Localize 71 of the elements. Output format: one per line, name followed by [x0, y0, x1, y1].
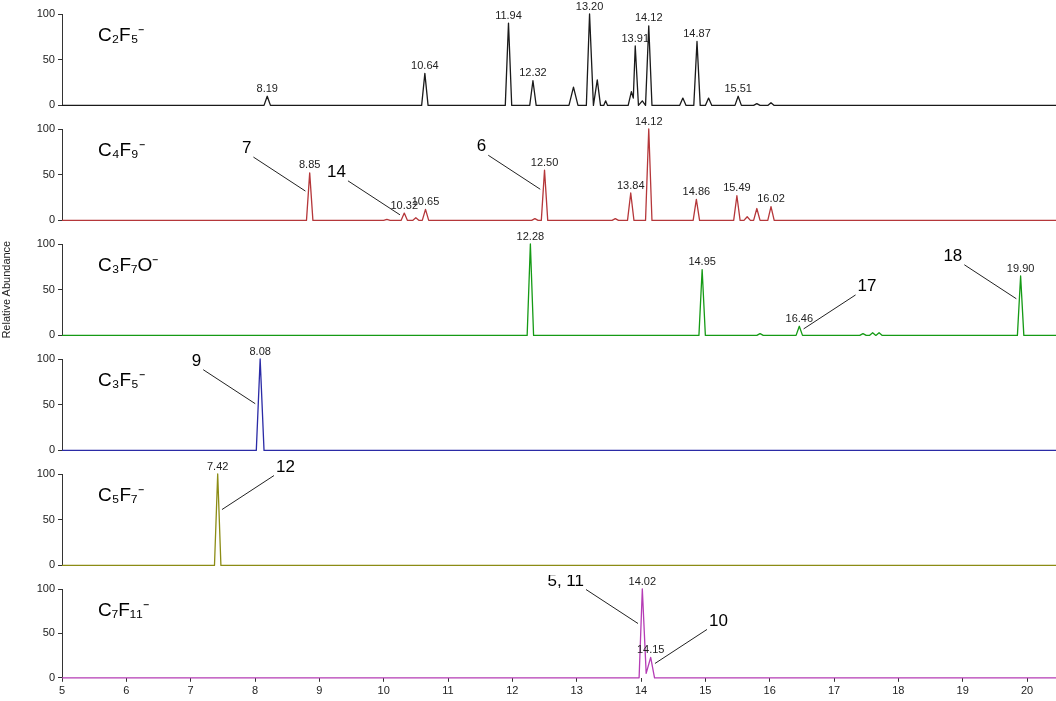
y-tick-label: 100	[36, 582, 55, 595]
annotation: 15.49	[723, 181, 751, 194]
y-tick-label: 50	[42, 167, 55, 180]
y-tick-label: 50	[42, 626, 55, 639]
annotation: 15.51	[724, 81, 752, 94]
annotation: 14.12	[634, 11, 663, 24]
y-axis-title: Relative Abundance	[0, 240, 12, 339]
annotation: 12.50	[530, 155, 559, 168]
annotation: 17	[857, 276, 877, 296]
annotation: 13.84	[616, 178, 645, 191]
annotation: 10.64	[411, 58, 439, 71]
annotation: 8.19	[256, 81, 278, 94]
y-tick-label: 50	[42, 52, 55, 65]
annotation: 12.32	[519, 66, 547, 79]
y-tick-label: 100	[36, 467, 55, 480]
text: C₃F₇O⁻	[98, 254, 159, 276]
y-tick-label: 100	[36, 352, 55, 365]
annotation: 8.85	[298, 158, 321, 171]
x-tick-label: 15	[699, 684, 712, 697]
annotation: 16.02	[757, 192, 785, 205]
y-tick-label: 0	[48, 328, 55, 341]
x-tick-label: 19	[956, 684, 969, 697]
x-tick-label: 10	[377, 684, 390, 697]
text: C₃F₅⁻	[98, 369, 145, 391]
y-tick-label: 50	[42, 397, 55, 410]
text: C₇F₁₁⁻	[98, 599, 149, 621]
x-tick-label: 5	[58, 684, 66, 697]
y-tick-label: 0	[48, 213, 55, 226]
y-tick-label: 100	[36, 237, 55, 250]
text: C₂F₅⁻	[98, 24, 145, 46]
x-tick-label: 17	[827, 684, 841, 697]
y-tick-label: 50	[42, 282, 55, 295]
annotation: 14.12	[634, 114, 663, 127]
annotation: 19.90	[1006, 261, 1035, 274]
annotation: 12	[275, 456, 295, 476]
annotation: 7	[241, 138, 252, 158]
x-tick-label: 18	[892, 684, 905, 697]
annotation: 7.42	[206, 459, 229, 472]
annotation: 16.46	[785, 311, 814, 324]
x-tick-label: 12	[506, 684, 519, 697]
x-tick-label: 8	[251, 684, 259, 697]
annotation: 9	[191, 350, 202, 370]
annotation: 18	[943, 245, 963, 265]
x-tick-label: 16	[763, 684, 776, 697]
annotation: 14.87	[683, 26, 711, 39]
annotation: 12.28	[516, 229, 545, 242]
x-tick-label: 13	[570, 684, 583, 697]
annotation: 6	[476, 136, 487, 156]
x-tick-label: 11	[442, 684, 454, 697]
x-tick-label: 14	[634, 684, 648, 697]
annotation: 14.95	[688, 255, 716, 268]
text: C₅F₇⁻	[98, 484, 144, 506]
x-tick-label: 9	[316, 684, 323, 697]
annotation: 11.94	[495, 8, 522, 21]
annotation: 14	[327, 162, 346, 182]
annotation: 14.86	[682, 184, 711, 197]
x-tick-label: 20	[1020, 684, 1034, 697]
y-tick-label: 50	[42, 512, 55, 525]
y-tick-label: 0	[48, 670, 55, 683]
y-tick-label: 0	[48, 558, 55, 571]
annotation: 10	[708, 610, 728, 630]
x-tick-label: 6	[123, 684, 130, 697]
annotation: 13.20	[575, 0, 604, 12]
text: C₄F₉⁻	[98, 139, 145, 161]
annotation: 8.08	[249, 344, 271, 357]
annotation: 14.02	[628, 574, 657, 587]
y-tick-label: 0	[48, 443, 55, 456]
y-tick-label: 100	[36, 122, 55, 135]
y-tick-label: 100	[36, 7, 55, 20]
y-tick-label: 0	[48, 98, 55, 111]
x-tick-label: 7	[187, 684, 194, 697]
